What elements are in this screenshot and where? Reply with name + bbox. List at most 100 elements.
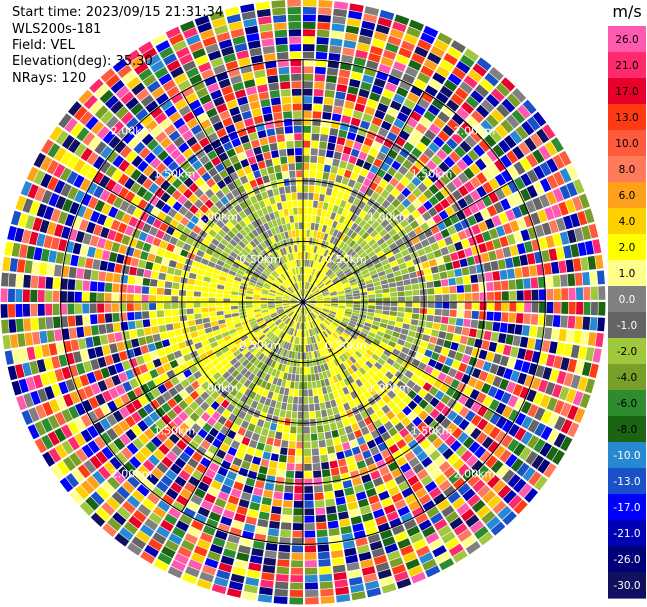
colorbar-tick-label: 1.0 xyxy=(619,268,636,280)
ppi-gate xyxy=(455,445,468,457)
ppi-gate xyxy=(149,303,157,311)
ppi-gate xyxy=(333,571,347,581)
ppi-gate xyxy=(260,504,271,513)
ppi-gate xyxy=(324,338,331,346)
ppi-gate xyxy=(288,311,294,317)
ppi-gate xyxy=(548,248,558,261)
ppi-gate xyxy=(30,390,41,406)
ppi-gate xyxy=(261,289,269,293)
ppi-gate xyxy=(346,17,361,27)
ppi-gate xyxy=(293,396,299,404)
ppi-gate xyxy=(232,335,240,342)
ppi-gate xyxy=(328,335,335,343)
ppi-gate xyxy=(131,399,143,411)
ppi-gate xyxy=(362,113,373,123)
ppi-gate xyxy=(357,358,365,367)
ppi-gate xyxy=(437,354,447,364)
ppi-gate xyxy=(238,295,246,299)
colorbar-tick-label: -8.0 xyxy=(617,424,638,436)
ppi-gate xyxy=(303,229,307,237)
ppi-gate xyxy=(143,403,154,415)
ppi-gate xyxy=(463,318,471,328)
ppi-gate xyxy=(154,341,164,350)
ppi-gate xyxy=(310,276,315,283)
ppi-gate xyxy=(203,344,212,352)
ppi-gate xyxy=(201,307,209,313)
ppi-gate xyxy=(313,327,318,335)
ppi-gate xyxy=(427,104,441,116)
ppi-gate xyxy=(356,95,368,106)
ppi-gate xyxy=(89,455,103,469)
ppi-gate xyxy=(212,455,223,466)
ppi-gate xyxy=(293,389,299,397)
ppi-gate xyxy=(165,142,177,155)
ppi-gate xyxy=(427,235,437,245)
ppi-gate xyxy=(430,329,440,337)
ppi-gate xyxy=(307,293,313,299)
ppi-gate xyxy=(283,304,290,307)
ppi-gate xyxy=(216,284,225,290)
ppi-gate xyxy=(507,473,521,488)
ppi-gate xyxy=(377,127,389,138)
ppi-gate xyxy=(261,404,270,414)
ppi-gate xyxy=(567,405,579,420)
ppi-gate xyxy=(460,450,473,463)
ppi-gate xyxy=(221,267,230,274)
ppi-gate xyxy=(237,185,246,194)
ppi-gate xyxy=(307,374,312,382)
colorbar-swatch xyxy=(608,208,646,235)
ppi-gate xyxy=(342,107,353,117)
ppi-gate xyxy=(333,358,340,367)
ppi-gate xyxy=(470,319,479,329)
ppi-gate xyxy=(345,308,353,313)
ppi-gate xyxy=(303,110,312,118)
ppi-gate xyxy=(481,340,490,351)
ppi-gate xyxy=(313,290,320,295)
ppi-gate xyxy=(451,427,463,439)
ppi-gate xyxy=(138,231,148,242)
ppi-gate xyxy=(90,314,98,325)
ppi-gate xyxy=(303,359,307,367)
ppi-gate xyxy=(90,358,100,371)
ppi-gate xyxy=(399,80,412,91)
ppi-gate xyxy=(305,582,319,590)
ppi-gate xyxy=(341,243,349,251)
ppi-gate xyxy=(420,32,435,45)
ppi-gate xyxy=(336,503,348,513)
ppi-gate xyxy=(318,357,324,365)
ppi-gate xyxy=(93,185,105,199)
ppi-gate xyxy=(73,106,88,121)
ppi-gate xyxy=(446,270,455,278)
ppi-gate xyxy=(278,331,284,338)
ppi-gate xyxy=(400,512,414,524)
ppi-gate xyxy=(374,313,382,318)
ppi-gate xyxy=(245,86,257,96)
ppi-gate xyxy=(295,291,300,298)
ppi-gate xyxy=(136,328,145,338)
ppi-gate xyxy=(404,284,412,291)
ppi-gate xyxy=(26,346,36,361)
ppi-gate xyxy=(156,303,164,310)
ppi-gate xyxy=(200,258,210,266)
ppi-gate xyxy=(121,265,130,275)
ppi-gate xyxy=(530,277,539,289)
ppi-gate xyxy=(370,229,379,238)
ppi-gate xyxy=(61,366,72,380)
ppi-gate xyxy=(335,382,342,390)
ppi-gate xyxy=(326,336,333,344)
ppi-gate xyxy=(512,146,525,160)
ppi-gate xyxy=(295,329,299,337)
ppi-gate xyxy=(441,531,456,544)
ppi-gate xyxy=(452,334,461,343)
ppi-gate xyxy=(22,362,32,377)
ppi-gate xyxy=(396,111,409,123)
ppi-gate xyxy=(328,325,335,332)
ppi-gate xyxy=(230,74,243,85)
ppi-gate xyxy=(242,338,251,345)
ppi-gate xyxy=(276,52,289,60)
ppi-gate xyxy=(413,405,423,416)
ppi-gate xyxy=(539,161,552,177)
ppi-gate xyxy=(457,483,471,496)
ppi-gate xyxy=(300,289,303,297)
ppi-gate xyxy=(339,363,347,371)
